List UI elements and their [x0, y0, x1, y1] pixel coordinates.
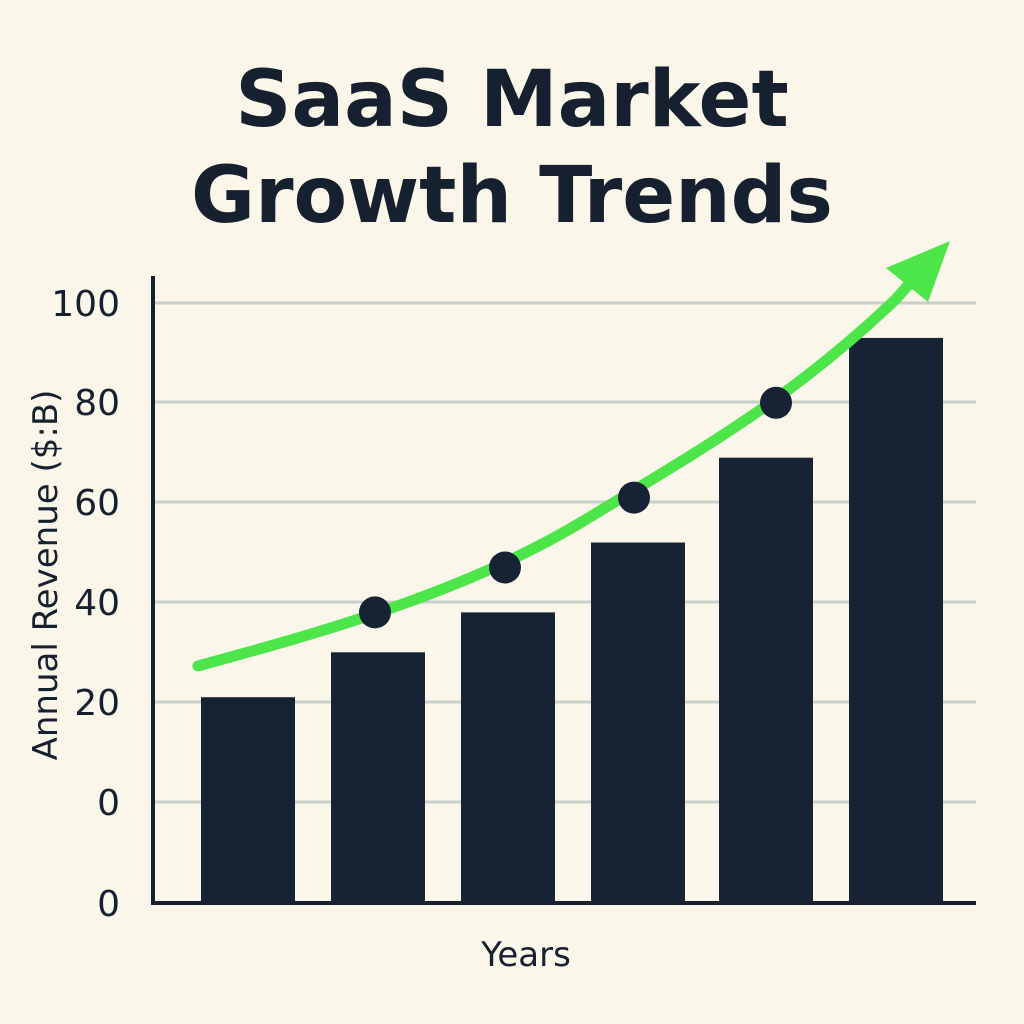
- chart-title: SaaS Market Growth Trends: [0, 52, 1024, 244]
- trend-line: [192, 268, 924, 672]
- y-tick-label: 20: [74, 683, 120, 724]
- y-tick-label: 0: [97, 783, 120, 824]
- bars: [201, 337, 943, 903]
- y-axis-title: Annual Revenue ($:B): [26, 390, 66, 761]
- bar: [849, 337, 943, 903]
- chart-title-line-2: Growth Trends: [191, 151, 833, 241]
- bar: [201, 697, 295, 903]
- trend-arrow: [192, 241, 950, 672]
- bar: [591, 542, 685, 903]
- trend-marker: [359, 596, 391, 629]
- bar: [461, 612, 555, 903]
- y-tick-label: 40: [74, 583, 120, 624]
- y-tick-label: 100: [51, 284, 120, 325]
- trend-arrowhead: [886, 241, 950, 302]
- x-axis-title: Years: [480, 935, 571, 975]
- chart-title-line-1: SaaS Market: [235, 55, 789, 145]
- trend-marker: [618, 481, 650, 514]
- bar: [331, 652, 425, 903]
- y-tick-labels: 100 80 60 40 20 0 0: [51, 284, 120, 925]
- y-tick-label: 0: [97, 884, 120, 925]
- trend-marker: [489, 551, 521, 584]
- bar: [719, 457, 813, 903]
- y-tick-label: 60: [74, 483, 120, 524]
- trend-marker: [760, 386, 792, 419]
- y-tick-label: 80: [74, 383, 120, 424]
